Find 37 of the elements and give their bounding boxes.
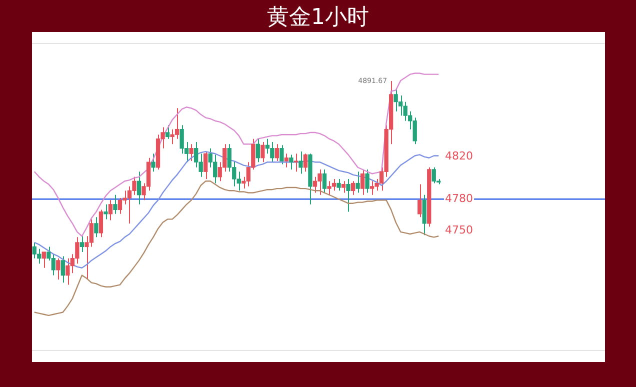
candlestick [108, 200, 113, 221]
candlestick [56, 258, 60, 280]
candlestick [294, 153, 298, 172]
y-tick-label: 4820 [445, 150, 474, 163]
candlestick [303, 153, 308, 172]
candlestick [60, 256, 65, 284]
candlestick [418, 184, 422, 218]
candlestick [346, 178, 350, 212]
candlestick [341, 180, 346, 194]
candlestick [289, 154, 294, 170]
candlestick [104, 204, 108, 220]
candlestick [80, 236, 84, 252]
candlestick [274, 144, 280, 162]
y-tick-label: 4750 [445, 224, 474, 237]
candlestick [422, 194, 426, 236]
candlestick [136, 171, 142, 205]
candlestick [94, 216, 98, 238]
candlestick [165, 124, 170, 140]
candlestick [98, 209, 104, 238]
candlestick [204, 151, 208, 180]
candlestick [360, 169, 365, 196]
candlestick [322, 169, 327, 194]
candlestick [189, 144, 194, 162]
chart-title: 黄金1小时 [266, 4, 370, 32]
candlestick [365, 169, 370, 194]
candlestick [256, 138, 260, 163]
candlestick [298, 151, 303, 174]
candlestick [260, 142, 265, 163]
candlestick [350, 180, 356, 196]
candlestick [284, 153, 289, 168]
candlestick [356, 171, 360, 194]
candlestick [113, 194, 118, 214]
candlestick [42, 251, 46, 268]
y-tick-label: 4780 [445, 192, 474, 205]
candlestick [151, 153, 156, 172]
candlestick [336, 178, 341, 192]
candlestick [280, 144, 284, 165]
